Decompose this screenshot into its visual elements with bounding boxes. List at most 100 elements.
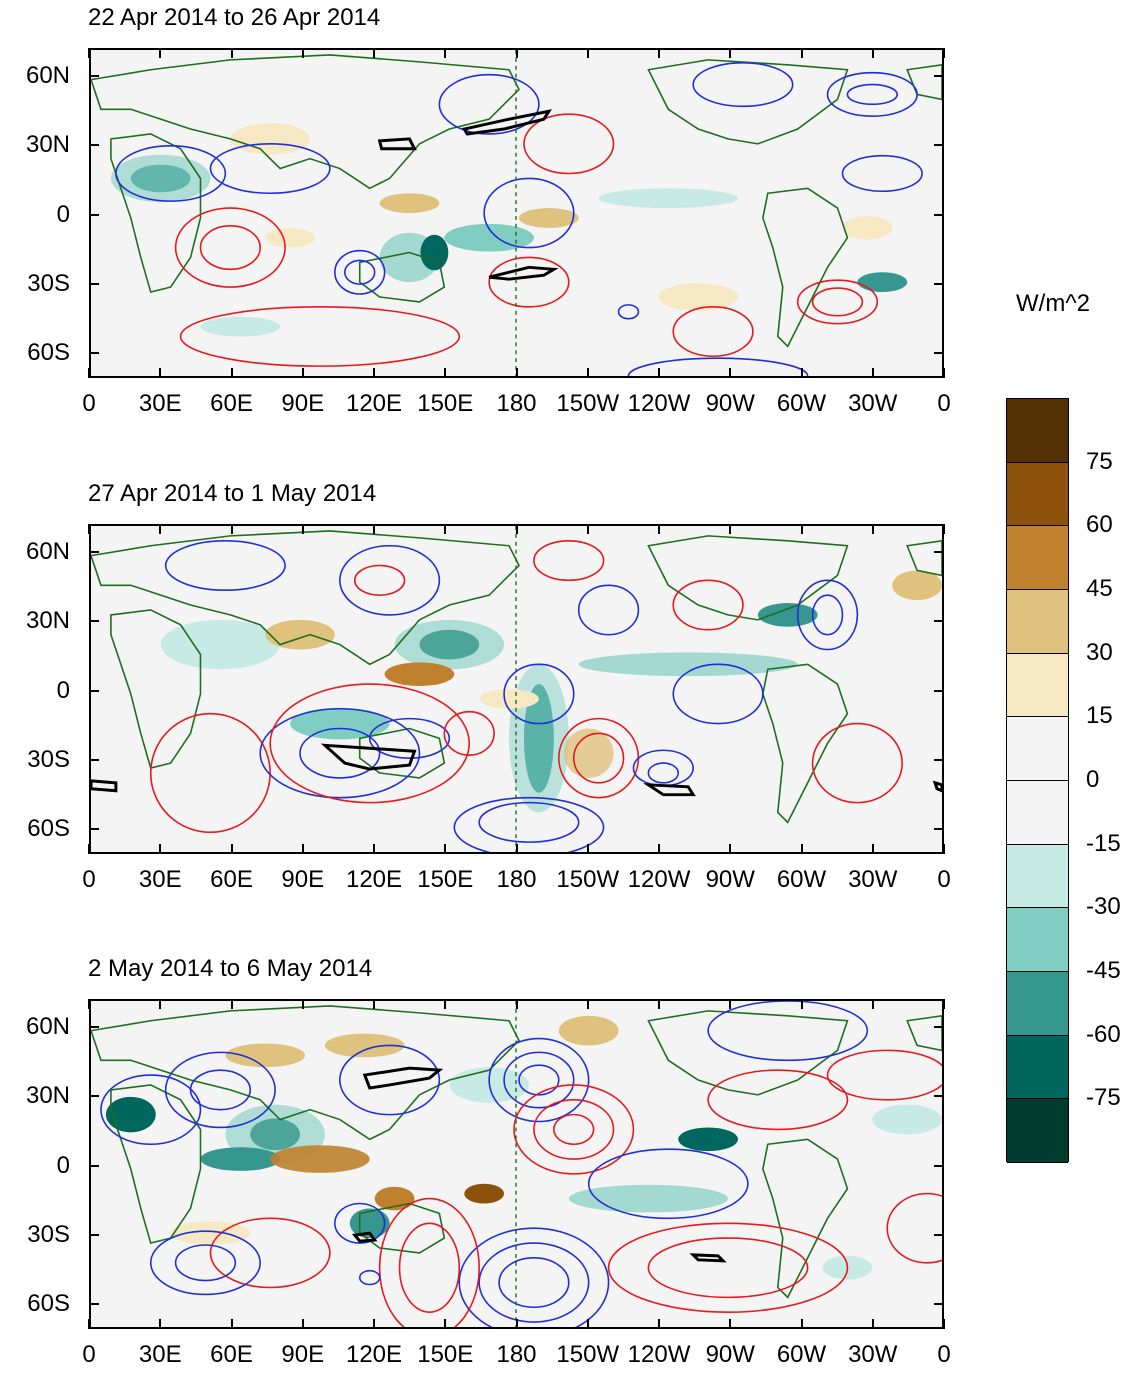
lon-tick (301, 1319, 304, 1329)
lon-tick (729, 1319, 732, 1329)
lon-label: 60E (210, 866, 253, 893)
lon-tick (729, 368, 732, 378)
lon-label: 150W (556, 1341, 620, 1368)
panel-2-title: 27 Apr 2014 to 1 May 2014 (88, 480, 377, 507)
lat-tick (934, 758, 944, 761)
lon-tick (159, 999, 162, 1009)
lat-tick (89, 827, 99, 830)
lon-label: 0 (937, 1341, 951, 1368)
colorbar-label: -60 (1086, 1020, 1121, 1048)
lon-tick (943, 368, 945, 378)
lon-tick (800, 1319, 803, 1329)
lon-label: 30E (138, 866, 182, 893)
lon-label: 30E (138, 390, 182, 417)
lon-label: 0 (937, 866, 951, 893)
lon-tick (230, 48, 233, 58)
lon-tick (88, 48, 90, 58)
lon-tick (230, 844, 233, 854)
lat-label: 30S (27, 269, 70, 297)
lon-tick (658, 1319, 660, 1329)
lon-tick (230, 1319, 233, 1329)
lon-tick (373, 999, 375, 1009)
lon-tick (444, 999, 447, 1009)
lon-tick (871, 524, 874, 534)
lon-tick (729, 844, 732, 854)
lon-label: 90W (705, 866, 755, 893)
lon-tick (658, 368, 660, 378)
lat-tick (89, 1164, 99, 1167)
lon-tick (943, 1319, 945, 1329)
lon-tick (871, 48, 874, 58)
colorbar-box (1007, 590, 1068, 654)
lon-label: 120W (627, 390, 691, 417)
colorbar-label: 30 (1086, 638, 1113, 666)
lon-tick (586, 48, 589, 58)
lon-label: 90W (705, 390, 755, 417)
lat-tick (934, 144, 944, 147)
lon-tick (444, 48, 447, 58)
lon-tick (88, 524, 90, 534)
panel-2-map (89, 524, 944, 854)
lon-tick (515, 1319, 518, 1329)
lat-tick (89, 351, 99, 354)
lat-tick (934, 282, 944, 285)
lat-label: 0 (56, 676, 70, 704)
lon-tick (230, 368, 233, 378)
panel-1-map (89, 48, 944, 378)
lat-label: 30N (25, 1082, 70, 1110)
colorbar-label: 75 (1086, 447, 1113, 475)
lon-tick (444, 368, 447, 378)
panel-3-title: 2 May 2014 to 6 May 2014 (88, 955, 373, 982)
lon-label: 120E (345, 866, 403, 893)
lon-tick (800, 999, 803, 1009)
lon-tick (800, 368, 803, 378)
coastlines (91, 530, 942, 824)
lon-tick (301, 368, 304, 378)
lat-tick (934, 1233, 944, 1236)
colorbar-box (1007, 526, 1068, 590)
colorbar-box (1007, 1035, 1068, 1100)
lon-tick (658, 999, 660, 1009)
lat-label: 30N (25, 131, 70, 159)
lon-tick (88, 844, 90, 854)
lat-tick (89, 1095, 99, 1098)
panel-1-title: 22 Apr 2014 to 26 Apr 2014 (88, 4, 381, 31)
lon-tick (515, 999, 518, 1009)
lat-tick (89, 1302, 99, 1305)
lon-tick (800, 524, 803, 534)
lon-label: 30W (848, 866, 898, 893)
lon-label: 120W (627, 866, 691, 893)
colorbar-box (1007, 1099, 1068, 1163)
lat-label: 30S (27, 745, 70, 773)
lat-tick (89, 1233, 99, 1236)
lon-tick (586, 368, 589, 378)
lat-label: 0 (56, 200, 70, 228)
lon-tick (658, 48, 660, 58)
lon-label: 30W (848, 1341, 898, 1368)
lat-label: 60N (25, 62, 70, 90)
lon-tick (658, 844, 660, 854)
lat-tick (934, 689, 944, 692)
coastlines (91, 54, 942, 348)
lon-label: 0 (82, 866, 96, 893)
lon-label: 30E (138, 1341, 182, 1368)
lon-label: 120E (345, 1341, 403, 1368)
lon-tick (515, 524, 518, 534)
lon-tick (586, 844, 589, 854)
lon-tick (943, 48, 945, 58)
lon-label: 150E (417, 390, 474, 417)
lon-tick (871, 1319, 874, 1329)
panel-3-map (89, 999, 944, 1329)
colorbar-label: 45 (1086, 575, 1113, 602)
lon-tick (444, 1319, 447, 1329)
lon-label: 90E (281, 866, 325, 893)
lon-label: 60E (210, 390, 253, 417)
colorbar-box (1007, 399, 1068, 463)
lat-tick (89, 144, 99, 147)
lon-tick (301, 48, 304, 58)
lat-tick (89, 689, 99, 692)
lon-label: 90E (281, 1341, 325, 1368)
lon-label: 90E (281, 390, 325, 417)
lon-tick (373, 524, 375, 534)
lon-tick (159, 524, 162, 534)
